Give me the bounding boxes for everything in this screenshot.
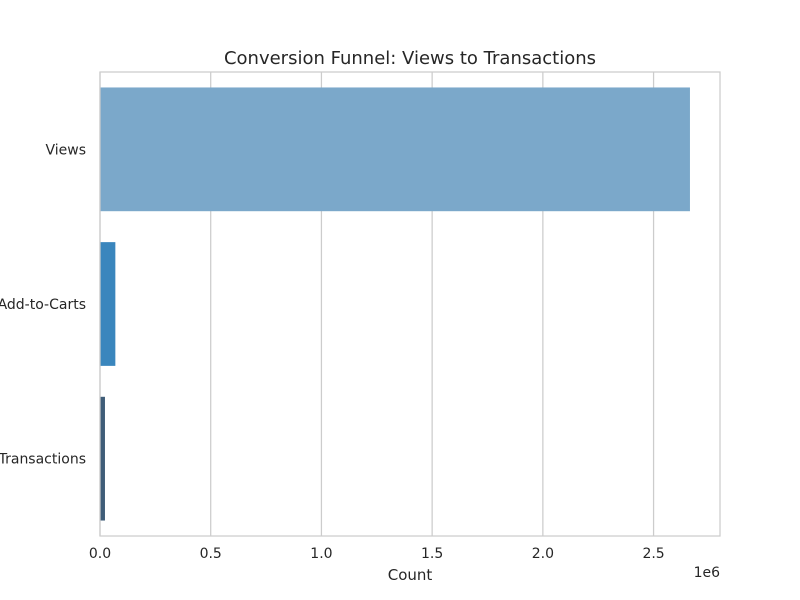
bar-views	[100, 87, 690, 212]
plot-frame	[99, 71, 721, 537]
x-tick-label: 2.5	[642, 546, 664, 562]
x-tick-labels: 0.0 0.5 1.0 1.5 2.0 2.5	[89, 546, 665, 562]
x-tick-label: 2.0	[532, 546, 554, 562]
x-tick-label: 0.0	[89, 546, 111, 562]
y-tick-labels: Views Add-to-Carts Transactions	[0, 142, 86, 467]
bars	[100, 87, 690, 521]
y-tick-label: Views	[45, 142, 86, 158]
x-tick-label: 0.5	[200, 546, 222, 562]
chart-title: Conversion Funnel: Views to Transactions	[224, 48, 596, 69]
x-tick-label: 1.5	[421, 546, 443, 562]
y-tick-label: Add-to-Carts	[0, 297, 86, 313]
y-tick-label: Transactions	[0, 452, 86, 468]
x-axis-scale-label: 1e6	[694, 565, 721, 581]
bar-transactions	[100, 396, 105, 521]
x-axis-title: Count	[388, 566, 433, 584]
bar-add-to-carts	[100, 242, 116, 366]
x-tick-label: 1.0	[310, 546, 332, 562]
